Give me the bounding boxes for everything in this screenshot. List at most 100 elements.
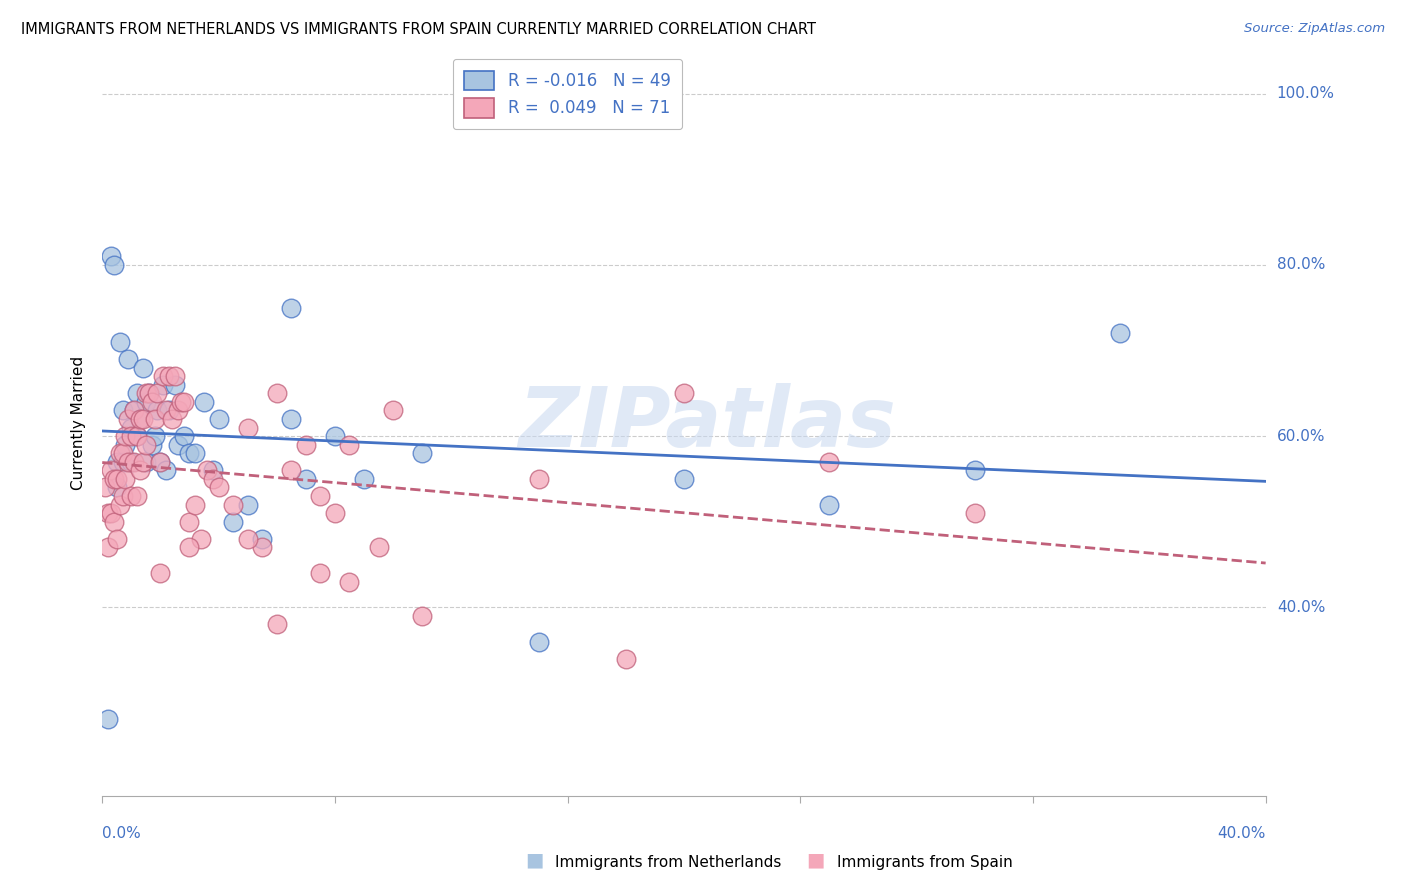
Point: [135, 386, 157, 401]
Point: [120, 429, 142, 443]
Point: [163, 369, 186, 384]
Point: [108, 446, 131, 460]
Point: [105, 455, 128, 469]
Point: [179, 515, 201, 529]
Point: [382, 403, 405, 417]
Point: [222, 515, 245, 529]
Point: [141, 394, 163, 409]
Point: [117, 351, 139, 366]
Point: [97, 506, 120, 520]
Text: IMMIGRANTS FROM NETHERLANDS VS IMMIGRANTS FROM SPAIN CURRENTLY MARRIED CORRELATI: IMMIGRANTS FROM NETHERLANDS VS IMMIGRANT…: [21, 22, 815, 37]
Point: [127, 429, 149, 443]
Text: Immigrants from Netherlands: Immigrants from Netherlands: [555, 855, 782, 870]
Point: [127, 386, 149, 401]
Point: [129, 463, 152, 477]
Point: [160, 412, 183, 426]
Point: [201, 472, 224, 486]
Point: [120, 420, 142, 434]
Point: [179, 446, 201, 460]
Point: [323, 429, 346, 443]
Point: [141, 437, 163, 451]
Point: [143, 412, 166, 426]
Legend: R = -0.016   N = 49, R =  0.049   N = 71: R = -0.016 N = 49, R = 0.049 N = 71: [453, 59, 682, 129]
Point: [111, 403, 134, 417]
Point: [963, 463, 986, 477]
Point: [111, 446, 134, 460]
Point: [309, 566, 332, 580]
Point: [166, 437, 188, 451]
Point: [295, 437, 318, 451]
Point: [201, 463, 224, 477]
Point: [280, 301, 302, 315]
Text: Immigrants from Spain: Immigrants from Spain: [837, 855, 1012, 870]
Point: [143, 429, 166, 443]
Point: [157, 403, 180, 417]
Point: [236, 498, 259, 512]
Point: [250, 532, 273, 546]
Point: [105, 480, 128, 494]
Text: 0.0%: 0.0%: [103, 826, 141, 841]
Point: [108, 334, 131, 349]
Point: [323, 506, 346, 520]
Point: [163, 377, 186, 392]
Point: [266, 386, 288, 401]
Point: [132, 412, 155, 426]
Point: [108, 498, 131, 512]
Point: [207, 412, 229, 426]
Text: ■: ■: [806, 851, 825, 870]
Point: [100, 249, 122, 263]
Point: [155, 403, 177, 417]
Point: [963, 506, 986, 520]
Point: [127, 489, 149, 503]
Point: [190, 532, 212, 546]
Point: [236, 420, 259, 434]
Point: [152, 369, 174, 384]
Point: [117, 455, 139, 469]
Point: [94, 480, 117, 494]
Point: [236, 532, 259, 546]
Point: [122, 403, 145, 417]
Point: [339, 437, 361, 451]
Point: [111, 455, 134, 469]
Point: [179, 541, 201, 555]
Point: [207, 480, 229, 494]
Point: [114, 472, 136, 486]
Point: [411, 608, 433, 623]
Point: [672, 472, 695, 486]
Point: [266, 617, 288, 632]
Point: [818, 498, 841, 512]
Point: [818, 455, 841, 469]
Point: [173, 429, 195, 443]
Point: [527, 634, 550, 648]
Point: [135, 437, 157, 451]
Point: [120, 455, 142, 469]
Point: [1109, 326, 1132, 341]
Point: [129, 412, 152, 426]
Point: [132, 455, 155, 469]
Text: 100.0%: 100.0%: [1277, 86, 1334, 101]
Point: [103, 515, 125, 529]
Point: [152, 377, 174, 392]
Point: [250, 541, 273, 555]
Point: [127, 429, 149, 443]
Text: 60.0%: 60.0%: [1277, 428, 1326, 443]
Point: [527, 472, 550, 486]
Text: 40.0%: 40.0%: [1277, 599, 1324, 615]
Point: [105, 532, 128, 546]
Point: [280, 412, 302, 426]
Point: [132, 360, 155, 375]
Point: [149, 455, 172, 469]
Point: [367, 541, 389, 555]
Point: [193, 394, 215, 409]
Point: [129, 412, 152, 426]
Point: [411, 446, 433, 460]
Point: [97, 712, 120, 726]
Point: [138, 386, 160, 401]
Text: 40.0%: 40.0%: [1218, 826, 1265, 841]
Point: [184, 498, 207, 512]
Point: [614, 651, 637, 665]
Point: [135, 455, 157, 469]
Text: ZIPatlas: ZIPatlas: [519, 383, 896, 464]
Point: [672, 386, 695, 401]
Point: [103, 472, 125, 486]
